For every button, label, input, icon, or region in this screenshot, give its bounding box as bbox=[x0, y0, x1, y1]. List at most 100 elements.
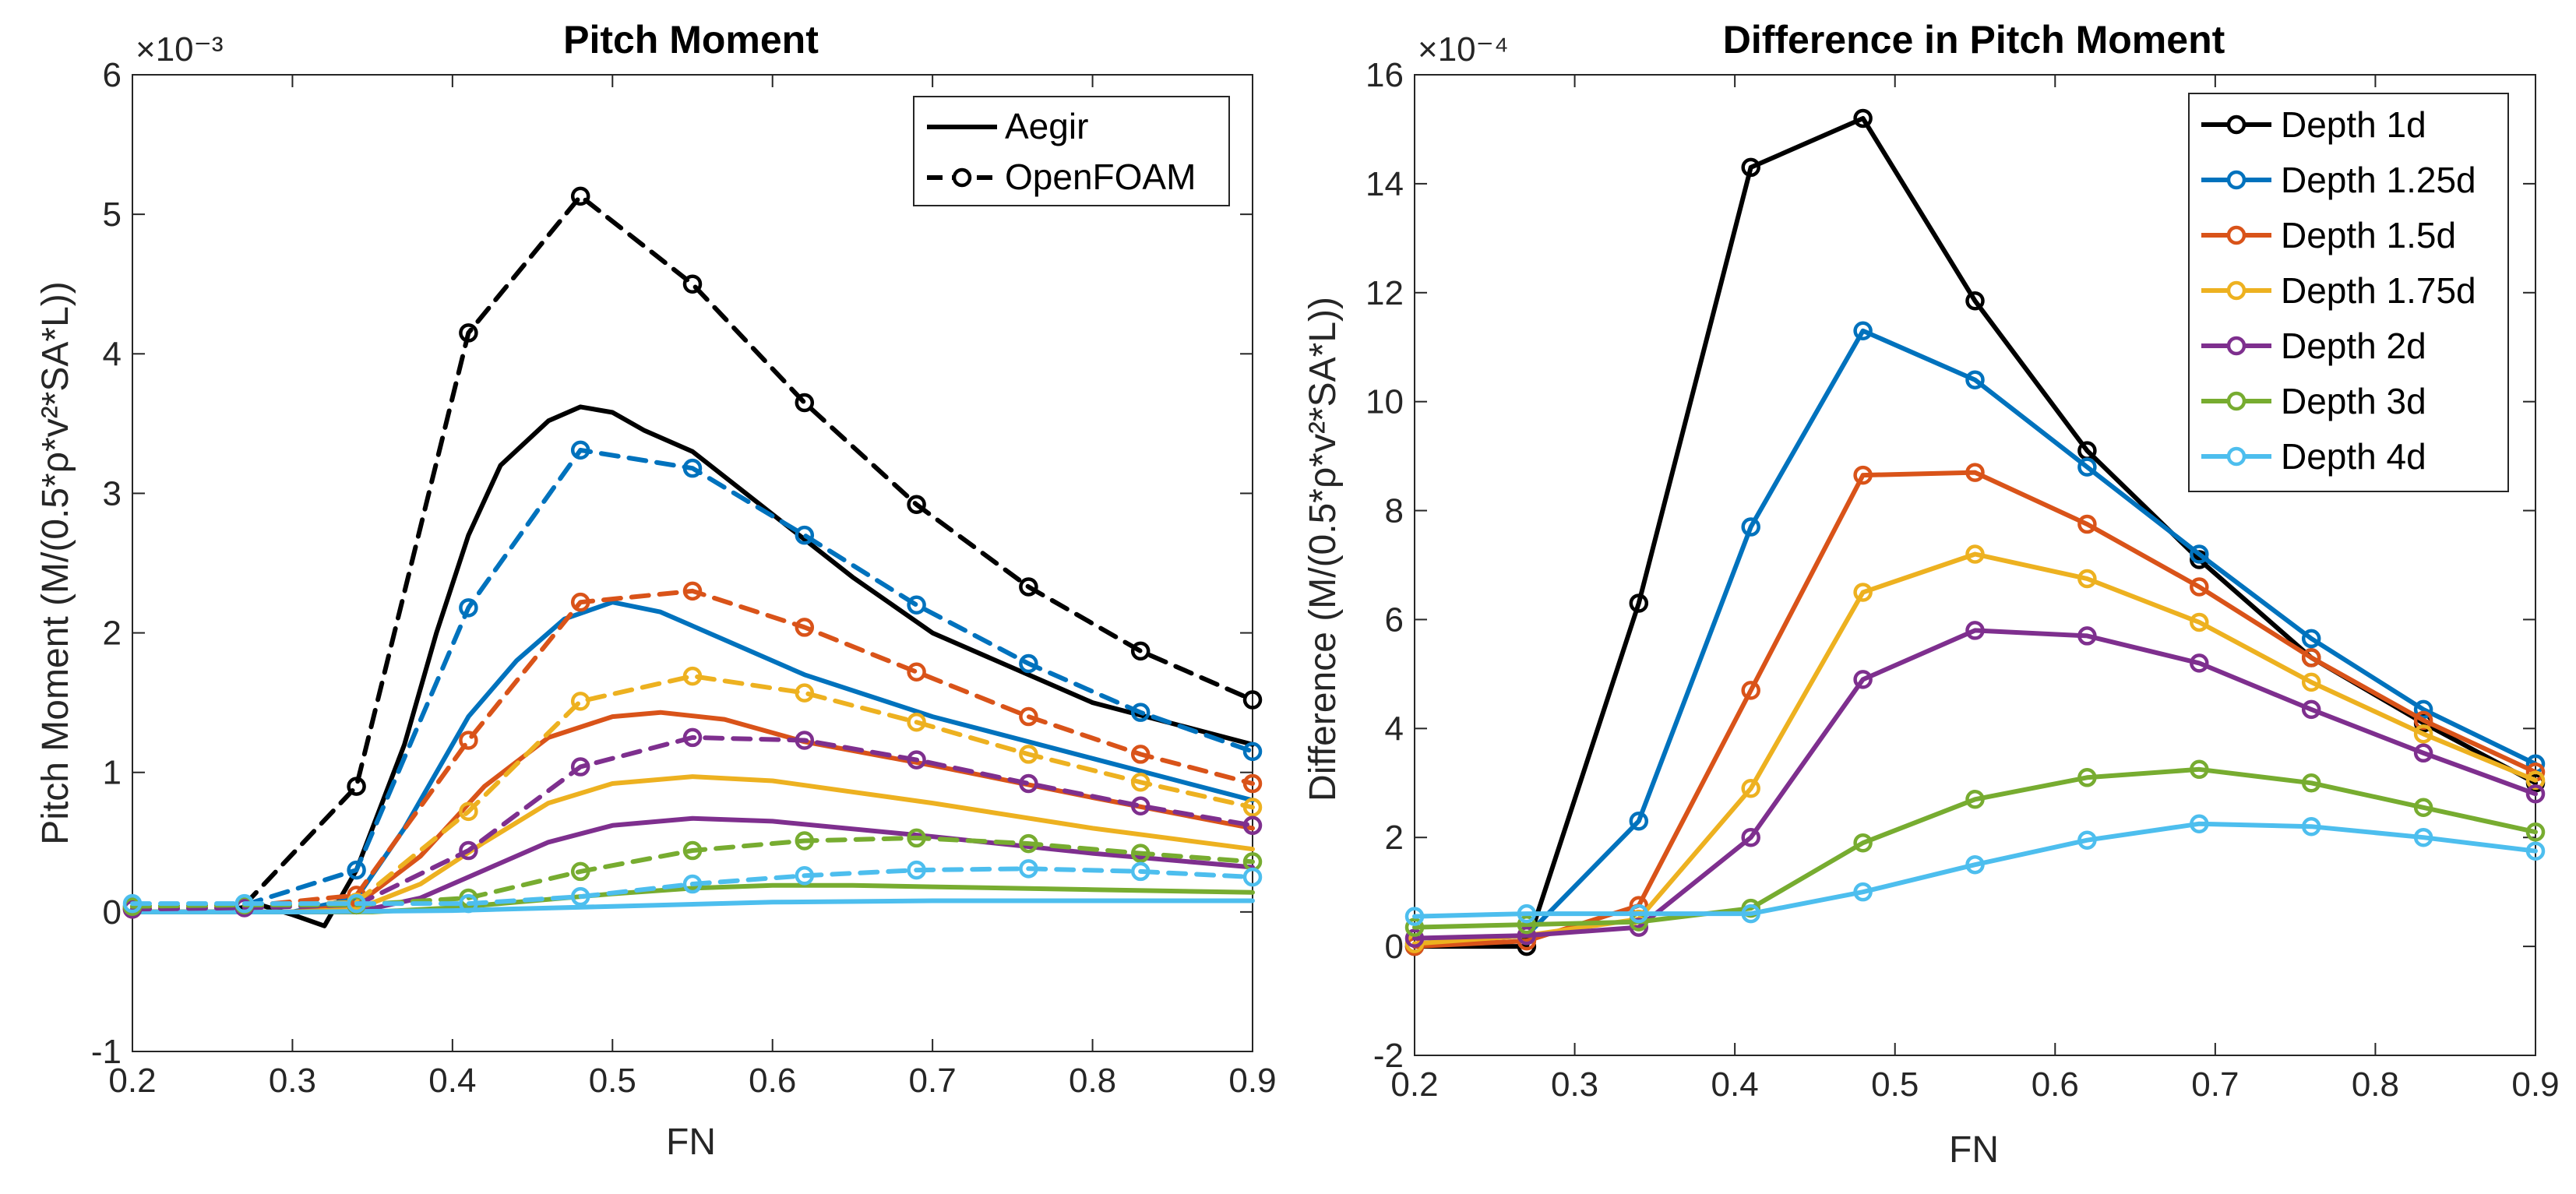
aegir-line-depth-4d bbox=[130, 898, 1255, 914]
openfoam-point-depth-1-75d bbox=[795, 683, 815, 703]
diff-point-depth-4d bbox=[2413, 827, 2433, 847]
legend-marker-depth-2d bbox=[2226, 336, 2247, 356]
diff-line-depth-4d bbox=[1412, 821, 2538, 919]
right-ytick-label: -2 bbox=[1373, 1037, 1404, 1075]
openfoam-point-depth-4d bbox=[1242, 867, 1263, 887]
left-ytick-label: 6 bbox=[103, 56, 122, 94]
openfoam-line-depth-1-25d bbox=[130, 447, 1255, 909]
legend-marker-depth-1-5d bbox=[2226, 225, 2247, 245]
diff-line-depth-1-5d bbox=[1412, 470, 2538, 949]
left-xtick-label: 0.3 bbox=[269, 1062, 316, 1100]
diff-point-depth-1-25d bbox=[2413, 699, 2433, 720]
openfoam-point-depth-4d bbox=[1019, 859, 1038, 879]
legend-aegir-label: Aegir bbox=[1005, 106, 1088, 146]
diff-point-depth-1-25d bbox=[1853, 321, 1873, 340]
openfoam-point-depth-1-75d bbox=[907, 712, 926, 732]
right-ytick-label: 4 bbox=[1385, 710, 1404, 748]
left-xtick-label: 0.8 bbox=[1069, 1062, 1116, 1100]
right-xtick-label: 0.3 bbox=[1551, 1065, 1598, 1104]
legend-label-depth-3d: Depth 3d bbox=[2281, 381, 2426, 421]
legend-marker-depth-1-75d bbox=[2226, 280, 2247, 301]
right-xtick-label: 0.9 bbox=[2511, 1065, 2559, 1104]
left-legend-box bbox=[913, 96, 1230, 206]
diff-point-depth-1-75d bbox=[1965, 544, 1985, 564]
left-ylabel: Pitch Moment (M/(0.5*ρ*v²*SA*L)) bbox=[35, 281, 76, 845]
left-xlabel: FN bbox=[666, 1122, 716, 1163]
openfoam-point-depth-4d bbox=[682, 874, 703, 894]
legend-label-depth-1d: Depth 1d bbox=[2281, 104, 2426, 145]
openfoam-point-depth-4d bbox=[234, 893, 255, 914]
openfoam-point-depth-2d bbox=[795, 731, 815, 750]
diff-point-depth-4d bbox=[2301, 816, 2321, 837]
openfoam-point-depth-1d bbox=[1242, 690, 1263, 710]
right-ytick-label: 2 bbox=[1385, 819, 1404, 857]
left-exponent: ×10⁻³ bbox=[136, 30, 224, 69]
diff-point-depth-2d bbox=[1404, 928, 1425, 948]
right-ytick-label: 10 bbox=[1366, 383, 1404, 421]
openfoam-point-depth-1-5d bbox=[795, 618, 815, 637]
openfoam-point-depth-1d bbox=[907, 495, 926, 515]
diff-point-depth-1-25d bbox=[2077, 457, 2097, 477]
right-xtick-label: 0.8 bbox=[2352, 1065, 2399, 1104]
right-ytick-label: 6 bbox=[1385, 601, 1404, 639]
openfoam-point-depth-1d bbox=[459, 323, 478, 343]
openfoam-point-depth-1-25d bbox=[795, 525, 815, 545]
diff-point-depth-1-5d bbox=[2413, 710, 2433, 731]
diff-point-depth-4d bbox=[2525, 841, 2546, 861]
legend-marker-depth-4d bbox=[2226, 446, 2247, 467]
legend-marker-depth-1d bbox=[2226, 114, 2247, 135]
left-ytick-label: 5 bbox=[103, 195, 122, 234]
openfoam-line-depth-1d bbox=[130, 193, 1255, 912]
left-title: Pitch Moment bbox=[563, 18, 819, 62]
openfoam-point-depth-2d bbox=[1019, 773, 1038, 794]
legend-label-depth-2d: Depth 2d bbox=[2281, 326, 2426, 366]
diff-point-depth-4d bbox=[1629, 903, 1649, 924]
diff-point-depth-2d bbox=[1517, 925, 1537, 946]
left-xtick-label: 0.9 bbox=[1228, 1062, 1276, 1100]
right-ytick-label: 16 bbox=[1366, 56, 1404, 94]
openfoam-point-depth-3d bbox=[682, 840, 703, 861]
openfoam-point-depth-2d bbox=[682, 727, 703, 748]
diff-point-depth-3d bbox=[2413, 798, 2433, 818]
left-ytick-label: 0 bbox=[103, 893, 122, 932]
left-plot-area: 0.2 0.3 0.4 0.5 0.6 0.7 0.8 0.9 -1 0 1 2 3 4 5 6 Aegir Op… bbox=[91, 56, 1277, 1100]
openfoam-point-depth-1d bbox=[1130, 641, 1151, 661]
openfoam-point-depth-2d bbox=[570, 757, 590, 777]
openfoam-point-depth-1d bbox=[570, 186, 590, 206]
diff-point-depth-3d bbox=[2190, 759, 2209, 780]
diff-point-depth-1-25d bbox=[1965, 370, 1985, 389]
diff-point-depth-3d bbox=[1404, 918, 1425, 937]
openfoam-point-depth-1-5d bbox=[1130, 745, 1151, 764]
diff-point-depth-1-5d bbox=[2190, 577, 2209, 597]
diff-point-depth-1d bbox=[1629, 593, 1649, 613]
right-xtick-label: 0.5 bbox=[1871, 1065, 1919, 1104]
openfoam-point-depth-2d bbox=[459, 840, 478, 861]
right-ytick-label: 14 bbox=[1366, 165, 1404, 203]
openfoam-point-depth-3d bbox=[570, 861, 590, 882]
openfoam-point-depth-1d bbox=[347, 777, 366, 796]
diff-point-depth-1-25d bbox=[1741, 517, 1760, 537]
openfoam-point-depth-3d bbox=[1130, 844, 1151, 863]
openfoam-point-depth-1-25d bbox=[1130, 703, 1151, 722]
right-xlabel: FN bbox=[1949, 1129, 1999, 1171]
left-ytick-label: -1 bbox=[91, 1033, 122, 1071]
openfoam-point-depth-1-5d bbox=[907, 662, 926, 682]
right-legend: Depth 1d Depth 1.25d Depth 1.5d Depth 1.75d… bbox=[2188, 93, 2509, 492]
diff-point-depth-3d bbox=[1965, 790, 1985, 809]
diff-point-depth-2d bbox=[2077, 626, 2097, 646]
right-xtick-label: 0.4 bbox=[1711, 1065, 1759, 1104]
diff-point-depth-1-75d bbox=[1853, 583, 1873, 602]
right-title: Difference in Pitch Moment bbox=[1723, 18, 2225, 62]
diff-line-depth-3d bbox=[1412, 766, 2538, 930]
diff-point-depth-1-75d bbox=[2190, 612, 2209, 632]
diff-point-depth-2d bbox=[2525, 784, 2546, 804]
openfoam-point-depth-1-5d bbox=[1019, 706, 1038, 727]
left-xtick-label: 0.4 bbox=[428, 1062, 476, 1100]
left-xtick-label: 0.6 bbox=[749, 1062, 796, 1100]
diff-point-depth-2d bbox=[2301, 699, 2321, 720]
openfoam-point-depth-4d bbox=[795, 866, 815, 886]
openfoam-point-depth-3d bbox=[795, 831, 815, 851]
diff-line-depth-2d bbox=[1412, 628, 2538, 941]
diff-point-depth-4d bbox=[1853, 882, 1873, 902]
diff-point-depth-2d bbox=[1965, 621, 1985, 640]
